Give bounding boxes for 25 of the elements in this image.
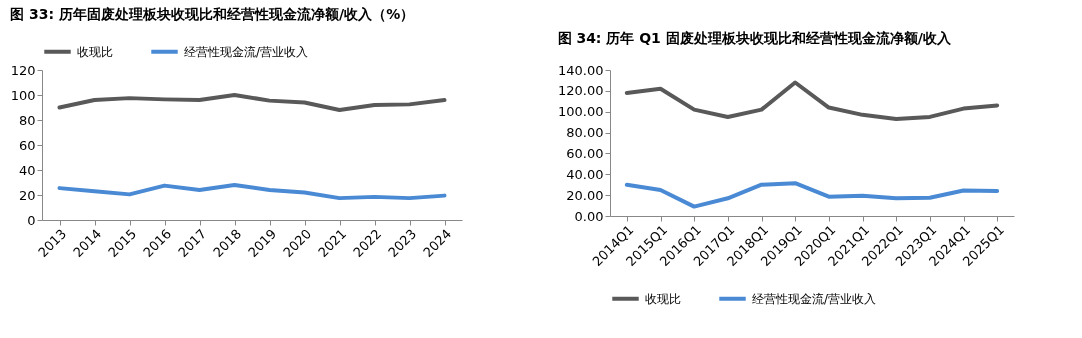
line-series xyxy=(57,93,447,112)
y-tick-label: 60 xyxy=(18,137,36,153)
y-tick-label: 120.00 xyxy=(558,83,604,99)
y-tick-label: 40 xyxy=(18,162,36,178)
y-tick-label: 0 xyxy=(27,212,36,228)
chart-title: 图 34: 历年 Q1 固废处理板块收现比和经营性现金流净额/收入 xyxy=(557,30,952,46)
y-tick-label: 100.00 xyxy=(558,104,604,120)
line-series xyxy=(57,183,447,201)
y-tick-label: 20 xyxy=(18,187,36,203)
y-tick-label: 60.00 xyxy=(566,145,604,161)
y-tick-label: 0.00 xyxy=(574,208,604,224)
legend-label: 经营性现金流/营业收入 xyxy=(184,44,309,59)
legend-label: 收现比 xyxy=(77,44,113,59)
line-series xyxy=(624,80,1000,122)
legend-label: 收现比 xyxy=(645,291,681,306)
y-tick-label: 80 xyxy=(18,112,36,128)
legend-label: 经营性现金流/营业收入 xyxy=(752,291,877,306)
y-tick-label: 120 xyxy=(10,62,36,78)
chart-title: 图 33: 历年固废处理板块收现比和经营性现金流净额/收入（%） xyxy=(10,6,415,22)
y-tick-label: 20.00 xyxy=(566,187,604,203)
y-tick-label: 140.00 xyxy=(558,62,604,78)
y-tick-label: 80.00 xyxy=(566,125,604,141)
line-series xyxy=(624,181,1000,209)
y-tick-label: 40.00 xyxy=(566,166,604,182)
y-tick-label: 100 xyxy=(10,87,36,103)
